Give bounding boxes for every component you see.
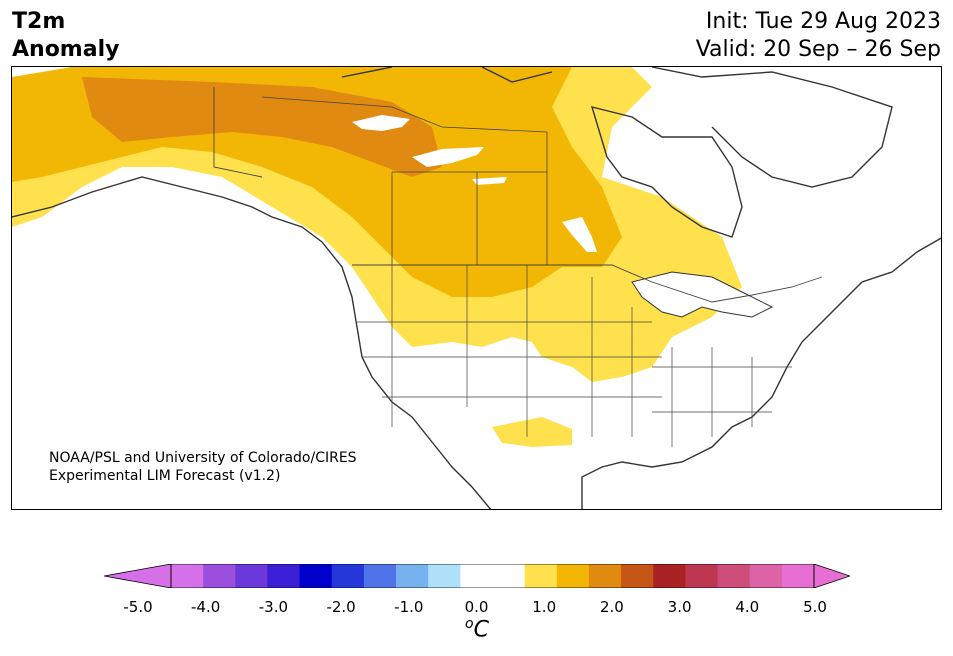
colorbar-cell <box>235 564 268 588</box>
colorbar-cell <box>621 564 654 588</box>
state-borders <box>357 265 792 447</box>
colorbar-cell <box>717 564 751 588</box>
coastline-east <box>581 237 941 509</box>
coastline-hudson <box>590 106 743 238</box>
colorbar-cell <box>556 564 590 588</box>
lake <box>472 177 507 185</box>
colorbar-cells <box>171 564 815 588</box>
colorbar-tick-label: -5.0 <box>123 598 153 616</box>
colorbar-cell <box>492 564 526 588</box>
colorbar <box>104 564 850 588</box>
colorbar-tick-label: 3.0 <box>667 598 692 616</box>
unit-letter: C <box>473 617 489 643</box>
colorbar-tick-label: -1.0 <box>394 598 424 616</box>
unit-degree: o <box>465 616 474 632</box>
colorbar-cell <box>171 564 204 588</box>
init-date: Init: Tue 29 Aug 2023 <box>705 9 941 34</box>
colorbar-tick-label: 1.0 <box>532 598 557 616</box>
chart-title: T2m Anomaly <box>12 8 119 64</box>
great-lakes <box>631 271 774 318</box>
border-alaska <box>213 87 263 178</box>
anomaly-map <box>11 66 942 510</box>
coastline-arctic <box>341 67 893 188</box>
colorbar-cell <box>781 564 815 588</box>
anomaly-label: Anomaly <box>12 37 120 62</box>
colorbar-cell <box>299 564 333 588</box>
colorbar-tick-label: -3.0 <box>258 598 289 616</box>
credit-text: NOAA/PSL and University of Colorado/CIRE… <box>49 449 357 485</box>
unit-label: oC <box>465 616 489 642</box>
anomaly-zone-dark <box>82 77 442 177</box>
anomaly-zone-south <box>492 417 572 447</box>
colorbar-cell <box>203 564 236 588</box>
colorbar-tick-label: 5.0 <box>803 598 827 616</box>
colorbar-over-arrow <box>813 564 850 588</box>
colorbar-outline <box>170 564 815 588</box>
colorbar-cell <box>396 564 429 588</box>
map-svg <box>12 67 941 509</box>
border-us-canada <box>352 264 823 303</box>
colorbar-cell <box>653 564 686 588</box>
colorbar-cell <box>331 564 365 588</box>
colorbar-cell <box>460 564 493 588</box>
colorbar-tick-label: -4.0 <box>191 598 221 616</box>
date-info: Init: Tue 29 Aug 2023 Valid: 20 Sep – 26… <box>696 8 941 64</box>
colorbar-tick-label: 0.0 <box>464 598 489 616</box>
colorbar-cell <box>685 564 719 588</box>
credit-line-2: Experimental LIM Forecast (v1.2) <box>49 468 281 484</box>
colorbar-cell <box>267 564 301 588</box>
lake <box>562 217 597 252</box>
colorbar-tick-label: 4.0 <box>735 598 760 616</box>
colorbar-cell <box>363 564 397 588</box>
credit-line-1: NOAA/PSL and University of Colorado/CIRE… <box>49 450 357 466</box>
variable-label: T2m <box>12 9 66 34</box>
colorbar-cell <box>749 564 783 588</box>
colorbar-cell <box>588 564 622 588</box>
provincial-borders <box>261 96 548 265</box>
lake <box>412 147 484 167</box>
colorbar-cell <box>428 564 461 588</box>
valid-range: Valid: 20 Sep – 26 Sep <box>695 37 941 62</box>
colorbar-under-arrow <box>104 564 172 588</box>
colorbar-cell <box>524 564 558 588</box>
coastline-west <box>12 176 492 509</box>
colorbar-tick-label: -2.0 <box>326 598 356 616</box>
lake <box>352 115 410 131</box>
colorbar-tick-label: 2.0 <box>599 598 624 616</box>
